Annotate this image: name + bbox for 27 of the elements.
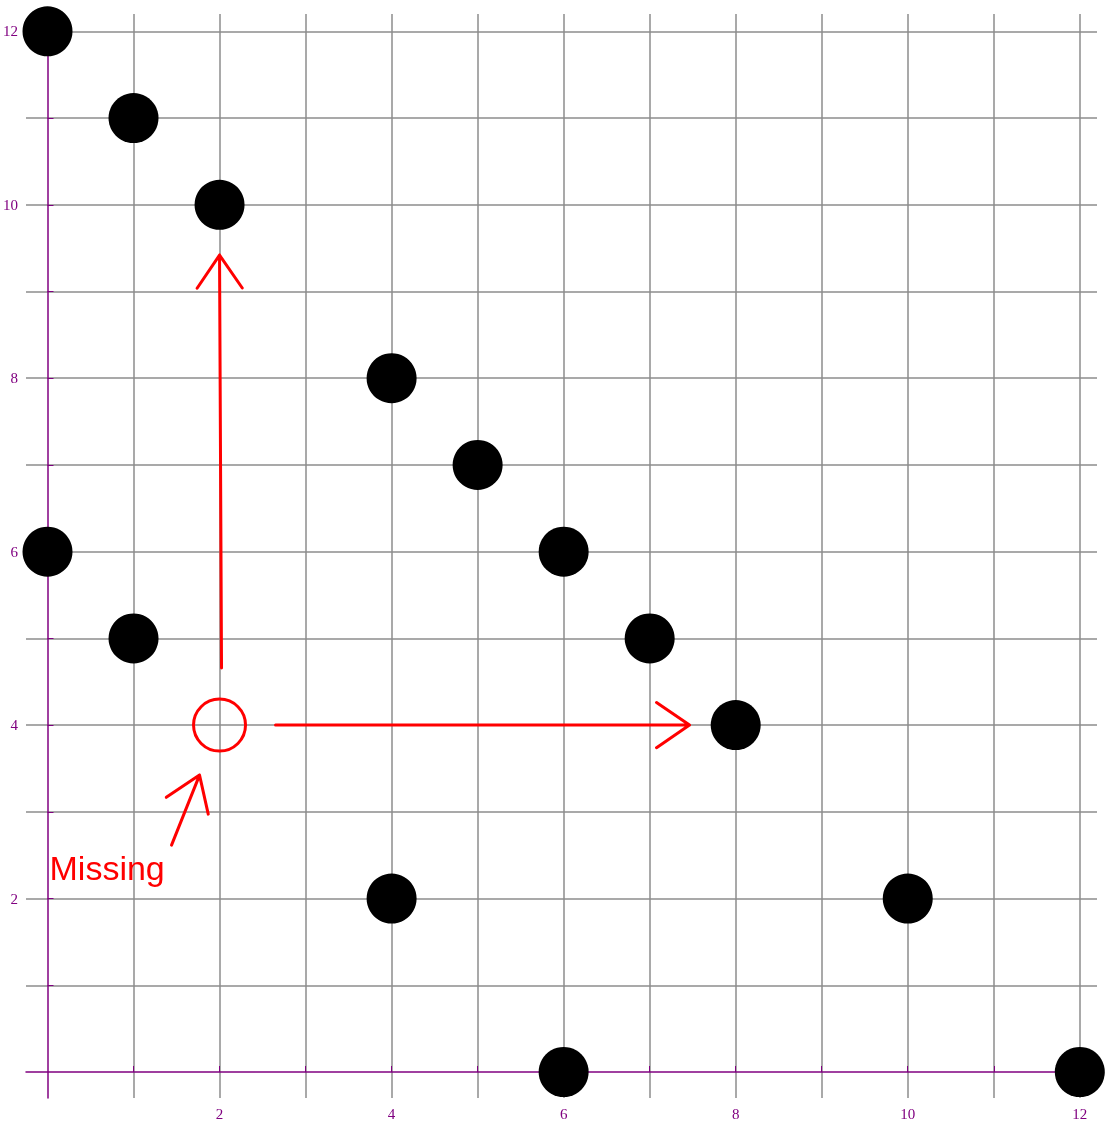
point: [366, 873, 417, 924]
x-tick-label: 8: [731, 1105, 740, 1121]
y-tick-label: 12: [3, 23, 18, 40]
x-tick-label: 6: [559, 1105, 568, 1121]
y-tick-label: 8: [10, 370, 18, 387]
point: [538, 526, 589, 577]
point: [538, 1047, 589, 1097]
y-tick-label: 4: [10, 717, 19, 734]
point: [710, 700, 761, 751]
point: [108, 93, 159, 144]
x-tick-label: 10: [900, 1105, 916, 1121]
point: [108, 613, 159, 664]
point: [1054, 1047, 1105, 1097]
point: [882, 873, 933, 924]
y-tick-label: 2: [10, 890, 18, 907]
point: [194, 179, 245, 230]
point: [452, 439, 503, 490]
point: [22, 526, 73, 577]
x-tick-label: 4: [387, 1105, 396, 1121]
x-tick-label: 2: [215, 1105, 224, 1121]
point: [624, 613, 675, 664]
point: [366, 353, 417, 404]
y-tick-label: 6: [10, 543, 19, 560]
annotation: Missing: [49, 849, 165, 888]
point: [22, 6, 73, 57]
x-tick-label: 12: [1072, 1105, 1088, 1121]
y-tick-label: 10: [3, 196, 18, 213]
